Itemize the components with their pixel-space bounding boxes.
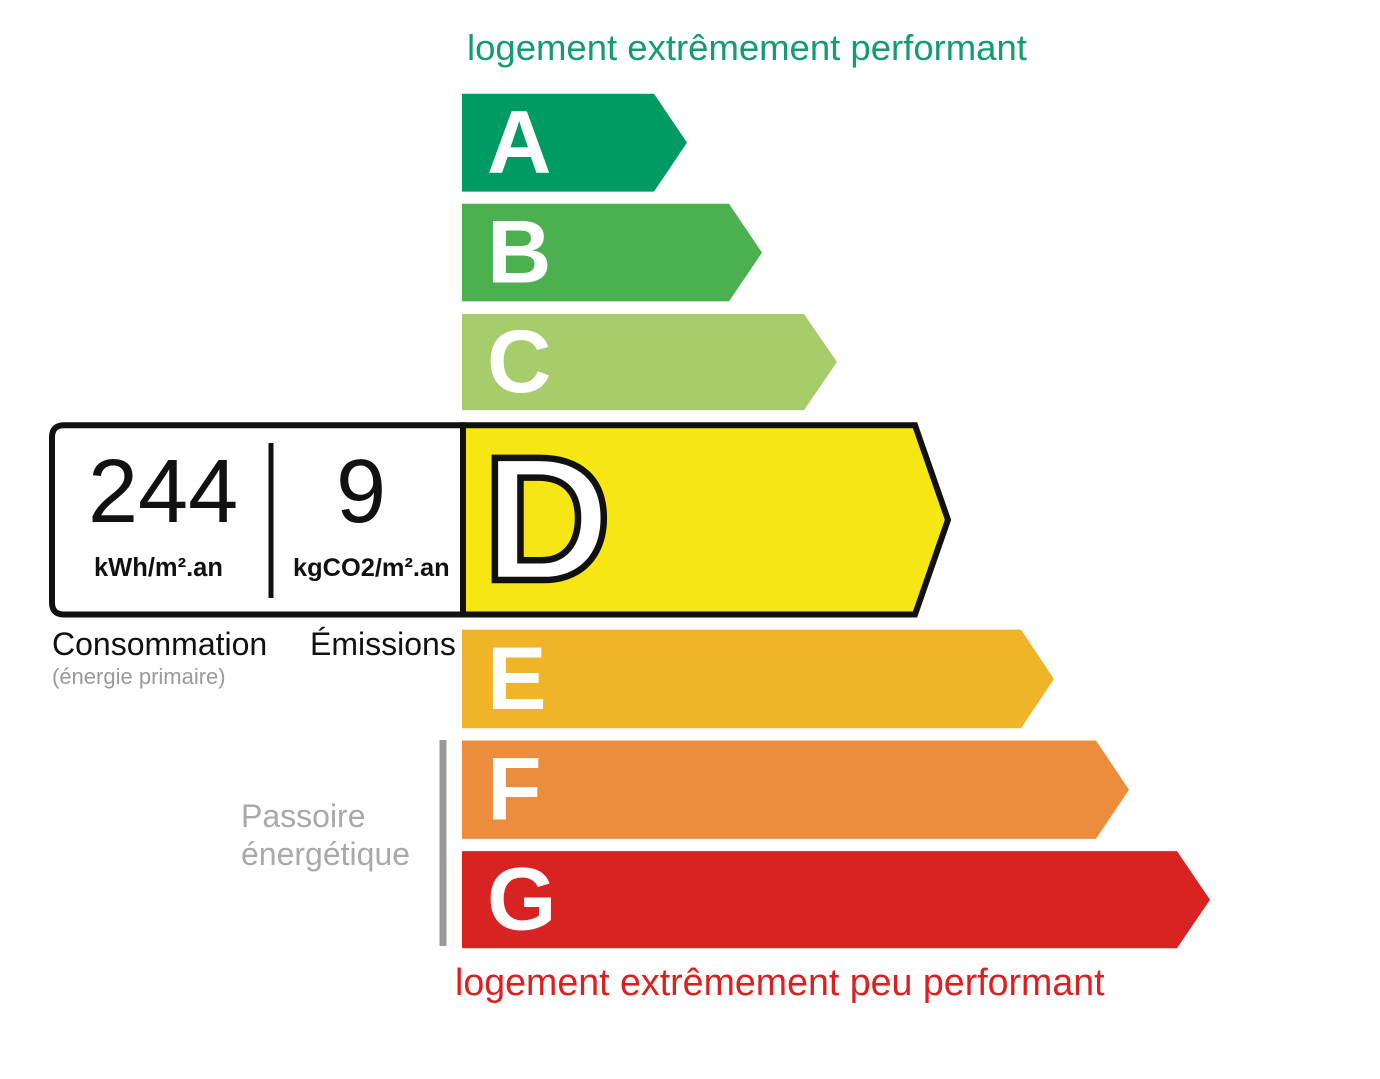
svg-text:énergétique: énergétique [241,836,410,872]
svg-text:Consommation: Consommation [52,626,267,662]
svg-text:E: E [487,628,547,728]
svg-text:F: F [487,739,542,839]
svg-text:logement extrêmement performan: logement extrêmement performant [467,27,1027,68]
svg-text:244: 244 [88,442,238,542]
svg-text:Émissions: Émissions [310,626,456,662]
svg-text:kgCO2/m².an: kgCO2/m².an [293,554,450,582]
svg-text:B: B [487,202,551,302]
svg-text:A: A [487,92,551,192]
svg-text:9: 9 [336,442,386,542]
svg-text:D: D [483,419,611,618]
svg-text:C: C [487,311,551,411]
svg-text:logement extrêmement peu perfo: logement extrêmement peu performant [455,961,1105,1003]
svg-text:kWh/m².an: kWh/m².an [94,554,223,582]
svg-text:Passoire: Passoire [241,798,366,834]
svg-text:G: G [487,849,556,949]
svg-text:(énergie primaire): (énergie primaire) [52,664,226,689]
